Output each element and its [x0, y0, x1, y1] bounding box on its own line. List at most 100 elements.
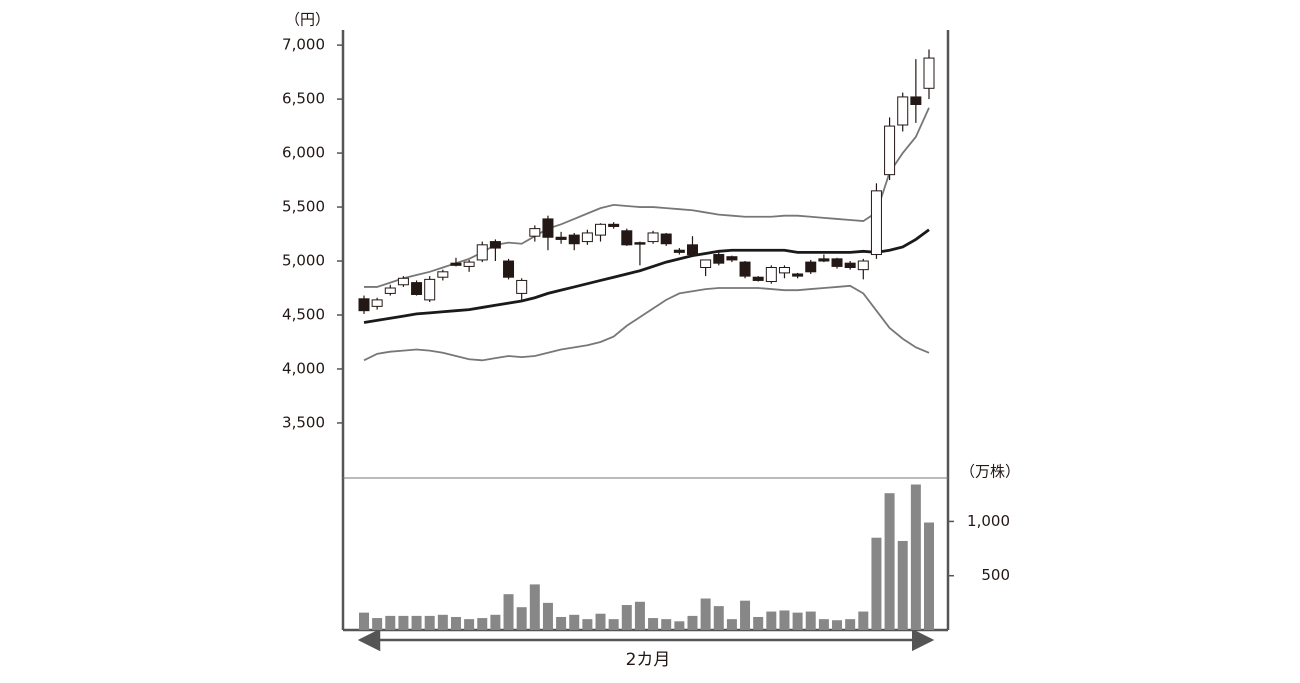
candle-body: [765, 266, 777, 283]
volume-tick-label: 500: [981, 566, 1010, 584]
candle-body: [608, 223, 620, 227]
candle-body: [686, 244, 698, 256]
candle-body: [463, 261, 475, 267]
volume-bar: [516, 607, 527, 630]
volume-bar: [884, 493, 895, 630]
volume-bar: [845, 619, 856, 630]
candle-body: [371, 299, 383, 307]
volume-bar: [621, 605, 632, 630]
volume-bar: [595, 613, 606, 630]
volume-bar: [424, 615, 435, 630]
y-tick-label: 4,000: [282, 359, 325, 377]
volume-bar: [529, 584, 540, 630]
volume-bar: [477, 618, 488, 630]
volume-bar: [753, 616, 764, 630]
y-tick-label: 6,500: [282, 90, 325, 108]
candle-body: [673, 249, 685, 253]
volume-bar: [634, 601, 645, 630]
volume-bar: [740, 600, 751, 630]
candle-body: [437, 271, 449, 278]
candle-body: [542, 218, 554, 238]
volume-bar: [437, 614, 448, 630]
y-tick-label: 5,000: [282, 252, 325, 270]
volume-bar: [661, 619, 672, 630]
volume-bar: [805, 611, 816, 630]
candle-body: [529, 228, 541, 237]
candle-body: [581, 232, 593, 243]
volume-bar: [871, 537, 882, 630]
volume-bar: [910, 484, 921, 630]
volume-bar: [490, 614, 501, 630]
x-label: 2カ月: [626, 650, 671, 670]
price-unit: （円）: [285, 11, 330, 29]
volume-bar: [582, 619, 593, 630]
candle-body: [397, 277, 409, 286]
candle-body: [897, 96, 909, 126]
candle-body: [555, 236, 567, 240]
candle-body: [595, 223, 607, 236]
volume-bar: [411, 615, 422, 630]
candle-body: [739, 261, 751, 277]
candle-body: [884, 125, 896, 176]
candle-body: [634, 242, 646, 245]
candle-body: [384, 287, 396, 294]
candle-body: [831, 258, 843, 267]
candle-body: [844, 262, 856, 268]
volume-bar: [713, 606, 724, 630]
candle-body: [805, 261, 817, 273]
band-line: [363, 284, 930, 362]
band-line: [363, 228, 930, 324]
volume-bar: [726, 619, 737, 630]
volume-bar: [832, 620, 843, 630]
volume-bar: [897, 540, 908, 630]
candle-body: [476, 244, 488, 261]
candle-body: [503, 260, 515, 278]
candle-body: [857, 260, 869, 271]
y-tick-label: 7,000: [282, 36, 325, 54]
candle-body: [516, 279, 528, 294]
volume-bar: [700, 598, 711, 630]
volume-bar: [450, 616, 461, 630]
volume-tick-label: 1,000: [967, 512, 1010, 530]
volume-bar: [792, 612, 803, 630]
candle-body: [700, 259, 712, 268]
candle-body: [726, 256, 738, 261]
band-line: [364, 107, 930, 288]
y-tick-label: 4,500: [282, 305, 325, 323]
candle-body: [568, 234, 580, 245]
y-tick-label: 5,500: [282, 198, 325, 216]
candle-body: [792, 273, 804, 277]
volume-bar: [779, 610, 790, 630]
candle-body: [713, 254, 725, 264]
candle-body: [923, 57, 935, 89]
candle-body: [424, 278, 436, 301]
candle-body: [450, 262, 462, 266]
volume-bar: [398, 615, 409, 630]
candle-body: [752, 276, 764, 281]
volume-bar: [464, 619, 475, 630]
volume-unit: （万株）: [960, 463, 1020, 481]
volume-bar: [818, 619, 829, 630]
volume-bar: [687, 615, 698, 630]
candle-body: [358, 298, 370, 312]
volume-bar: [359, 612, 369, 630]
y-tick-label: 3,500: [282, 413, 325, 431]
volume-bar: [924, 522, 934, 630]
candle-body: [647, 232, 659, 243]
volume-bar: [556, 616, 567, 630]
volume-bar: [766, 611, 777, 630]
volume-bar: [569, 614, 580, 630]
candle-body: [910, 96, 922, 105]
volume-bar: [858, 611, 869, 630]
candle-body: [489, 241, 501, 249]
y-tick-label: 6,000: [282, 144, 325, 162]
candle-body: [621, 230, 633, 246]
volume-bar: [385, 615, 396, 630]
candle-body: [411, 282, 423, 295]
volume-bar: [648, 618, 659, 630]
volume-bar: [608, 619, 619, 630]
volume-bar: [542, 602, 553, 630]
candle-body: [660, 233, 672, 245]
